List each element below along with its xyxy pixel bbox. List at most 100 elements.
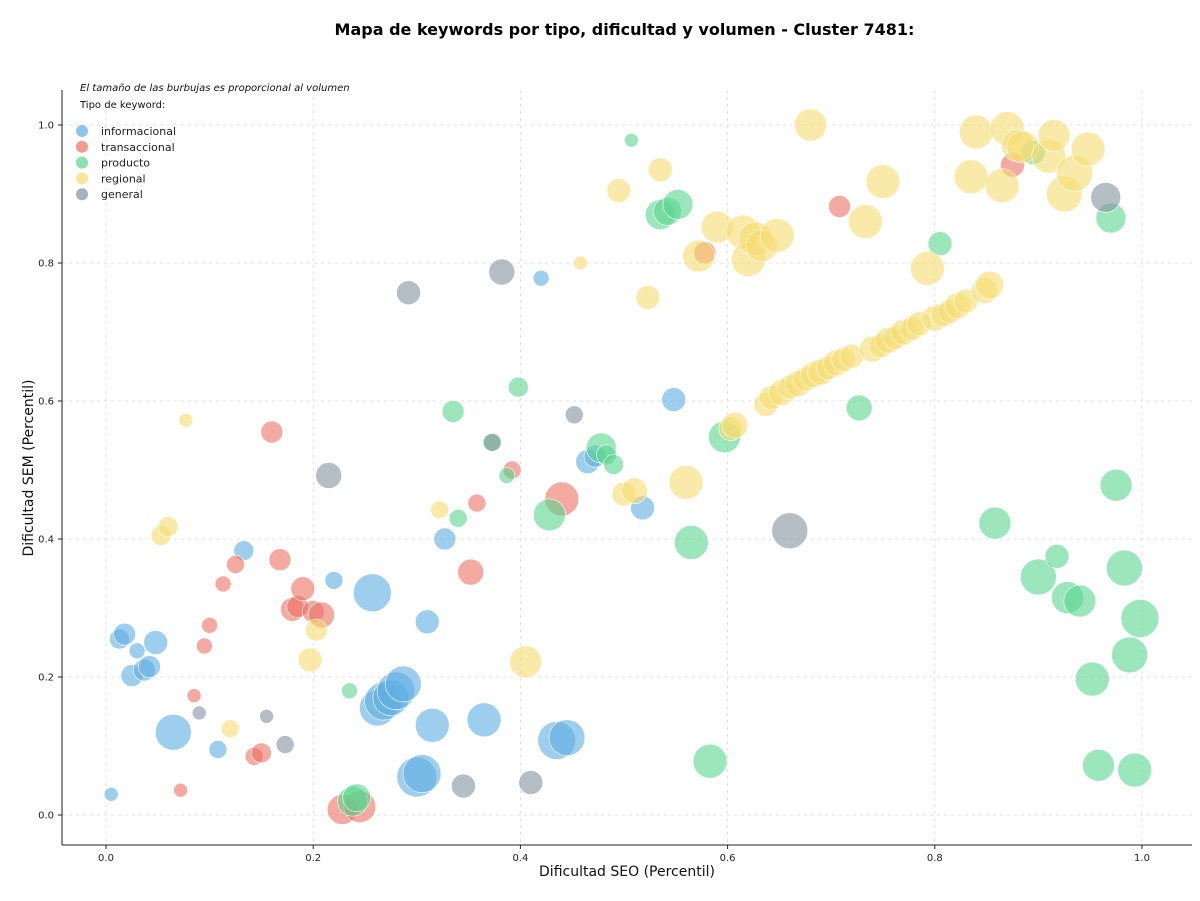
bubble-producto bbox=[341, 682, 358, 700]
bubble-general bbox=[315, 462, 343, 489]
bubble-producto bbox=[342, 783, 372, 813]
bubble-transaccional bbox=[290, 576, 316, 602]
y-tick-label: 0.2 bbox=[38, 673, 54, 684]
bubble-informacional bbox=[466, 702, 502, 738]
bubble-regional bbox=[682, 239, 715, 273]
legend-marker-producto bbox=[76, 156, 88, 169]
y-axis-label: Dificultad SEM (Percentil) bbox=[21, 380, 37, 557]
bubble-regional bbox=[759, 218, 795, 253]
bubble-informacional bbox=[414, 609, 440, 635]
bubble-general bbox=[488, 258, 516, 286]
bubble-informacional bbox=[433, 527, 457, 551]
bubble-producto bbox=[1111, 636, 1148, 674]
bubble-informacional bbox=[661, 387, 687, 412]
bubble-transaccional bbox=[214, 575, 232, 593]
x-tick-label: 0.0 bbox=[98, 853, 114, 864]
bubble-producto bbox=[1117, 752, 1152, 788]
bubble-regional bbox=[635, 285, 661, 310]
bubble-producto bbox=[1120, 599, 1160, 638]
bubble-regional bbox=[297, 647, 323, 673]
bubble-producto bbox=[1106, 549, 1143, 587]
bubble-regional bbox=[865, 164, 901, 199]
bubble-regional bbox=[721, 411, 749, 439]
bubble-regional bbox=[1037, 119, 1071, 152]
bubbles bbox=[103, 108, 1160, 825]
legend-label-informacional: informacional bbox=[101, 125, 176, 138]
bubble-regional bbox=[975, 270, 1005, 300]
legend-marker-informacional bbox=[76, 125, 88, 137]
bubble-regional bbox=[647, 157, 673, 183]
bubble-producto bbox=[673, 525, 709, 560]
bubble-general bbox=[564, 405, 584, 425]
bubble-general bbox=[1090, 182, 1121, 213]
bubble-informacional bbox=[532, 269, 550, 287]
bubble-transaccional bbox=[201, 616, 218, 634]
bubble-transaccional bbox=[186, 688, 202, 703]
bubble-producto bbox=[603, 454, 624, 475]
bubble-transaccional bbox=[173, 782, 188, 798]
bubble-producto bbox=[448, 508, 468, 528]
legend-label-regional: regional bbox=[101, 172, 146, 185]
bubble-transaccional bbox=[226, 555, 245, 574]
bubble-informacional bbox=[352, 573, 392, 613]
legend-label-transaccional: transaccional bbox=[101, 141, 175, 154]
bubble-informacional bbox=[155, 713, 192, 751]
bubble-producto bbox=[623, 132, 639, 148]
axes bbox=[61, 90, 1192, 846]
bubble-regional bbox=[221, 719, 240, 739]
bubble-informacional bbox=[208, 740, 228, 759]
bubble-producto bbox=[927, 231, 953, 256]
y-tick-label: 0.6 bbox=[38, 397, 54, 408]
bubble-producto bbox=[1020, 558, 1057, 596]
bubble-regional bbox=[430, 500, 449, 520]
bubble-transaccional bbox=[828, 195, 851, 218]
bubble-regional bbox=[606, 178, 632, 203]
bubble-producto bbox=[533, 498, 566, 532]
volume-note: El tamaño de las burbujas es proporciona… bbox=[80, 83, 350, 94]
bubble-regional bbox=[910, 251, 945, 286]
bubble-regional bbox=[958, 114, 994, 150]
bubble-producto bbox=[1099, 468, 1133, 502]
legend-marker-general bbox=[76, 188, 88, 201]
legend: informacional transaccional producto region… bbox=[76, 125, 176, 201]
bubble-informacional bbox=[548, 719, 586, 757]
bubble-producto bbox=[1044, 543, 1070, 569]
bubble-informacional bbox=[113, 622, 136, 646]
bubble-transaccional bbox=[260, 420, 284, 444]
bubble-regional bbox=[794, 108, 827, 142]
x-tick-label: 1.0 bbox=[1134, 853, 1150, 864]
bubble-producto bbox=[692, 743, 728, 779]
legend-label-general: general bbox=[101, 188, 143, 201]
x-tick-label: 0.4 bbox=[512, 853, 528, 864]
bubble-regional bbox=[1070, 131, 1106, 167]
bubble-regional bbox=[668, 465, 704, 500]
bubble-regional bbox=[178, 412, 194, 428]
bubble-general bbox=[191, 705, 207, 721]
bubble-informacional bbox=[414, 707, 450, 743]
bubble-producto bbox=[1075, 661, 1110, 697]
bubble-producto bbox=[1082, 748, 1115, 782]
bubble-transaccional bbox=[196, 637, 213, 655]
y-tick-label: 1.0 bbox=[38, 121, 54, 132]
bubble-regional bbox=[984, 168, 1020, 203]
bubble-informacional bbox=[138, 655, 161, 678]
bubble-informacional bbox=[384, 665, 422, 703]
legend-marker-regional bbox=[76, 172, 88, 185]
y-tick-label: 0.4 bbox=[38, 535, 54, 546]
ticks: 0.0 0.0 0.2 0.2 0.4 0.4 0.6 0.6 0.8 0.8 1.0 1.0 bbox=[38, 121, 1150, 865]
legend-label-producto: producto bbox=[101, 157, 150, 170]
x-tick-label: 0.6 bbox=[720, 853, 736, 864]
bubble-general bbox=[275, 735, 295, 754]
bubble-informacional bbox=[143, 630, 168, 655]
bubble-general bbox=[771, 512, 809, 550]
bubble-producto bbox=[498, 467, 516, 484]
bubble-transaccional bbox=[467, 493, 487, 513]
bubble-general bbox=[396, 280, 421, 306]
x-tick-label: 0.8 bbox=[927, 853, 943, 864]
x-tick-label: 0.2 bbox=[305, 853, 321, 864]
bubble-informacional bbox=[128, 642, 146, 660]
bubble-regional bbox=[157, 516, 179, 537]
chart-title: Mapa de keywords por tipo, dificultad y … bbox=[334, 20, 915, 39]
bubble-transaccional bbox=[268, 548, 292, 572]
